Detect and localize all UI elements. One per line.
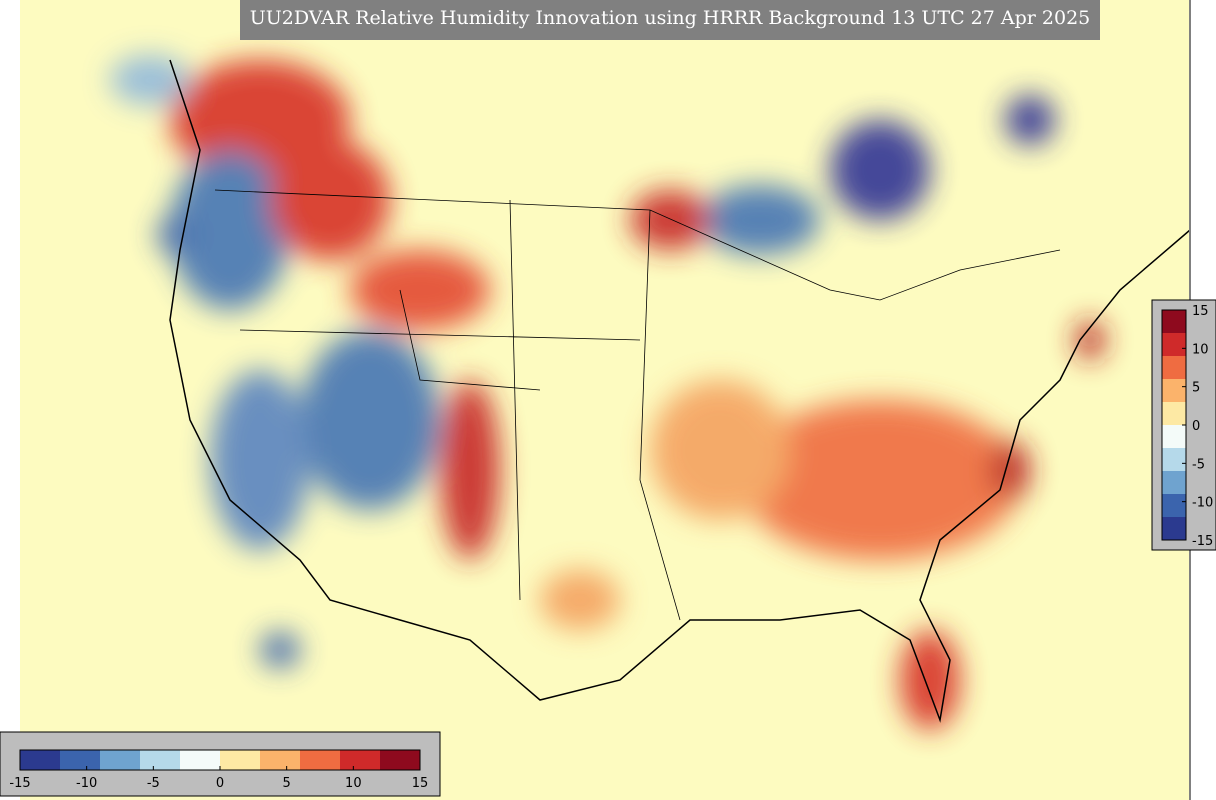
tick-label: 0 [216, 776, 224, 791]
tick-label: 10 [345, 776, 362, 791]
tick-label: 15 [1192, 304, 1209, 319]
tick-label: -5 [1192, 457, 1205, 472]
title-box [240, 0, 1100, 40]
tick-label: 5 [283, 776, 291, 791]
tick-label: 15 [412, 776, 429, 791]
tick-label: -5 [147, 776, 160, 791]
title: UU2DVAR Relative Humidity Innovation usi… [250, 7, 1091, 29]
tick-label: 5 [1192, 381, 1200, 396]
tick-label: 10 [1192, 342, 1209, 357]
tick-label: -15 [1192, 534, 1213, 549]
tick-label: -10 [76, 776, 97, 791]
tick-label: -10 [1192, 496, 1213, 511]
coastline [169, 59, 1191, 723]
tick-label: -15 [9, 776, 30, 791]
state-borders [214, 189, 1061, 621]
tick-label: 0 [1192, 419, 1200, 434]
